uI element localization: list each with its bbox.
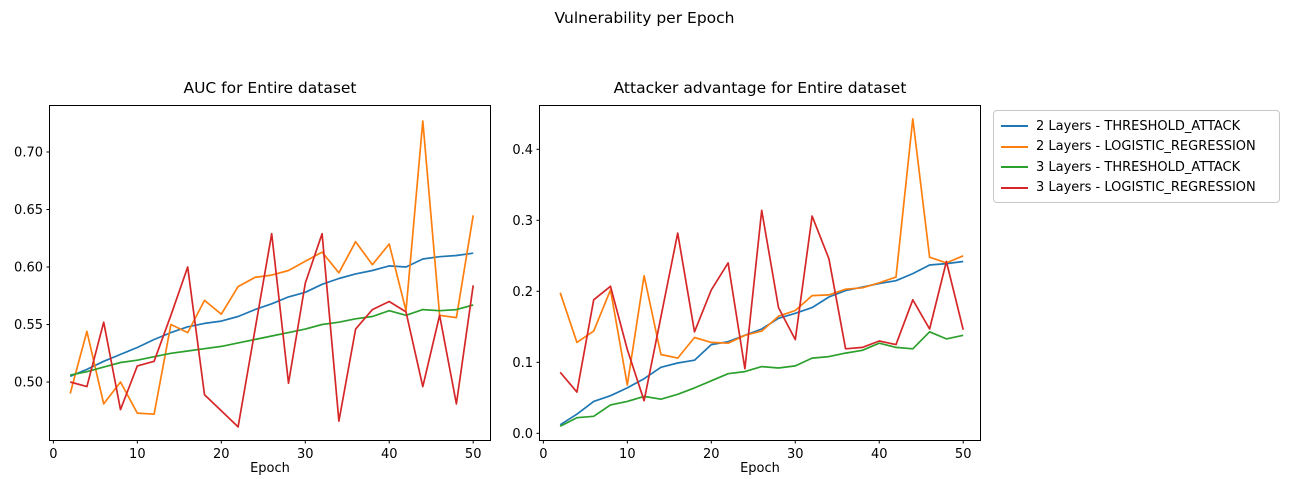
x-tick-label: 40	[871, 447, 888, 462]
legend-label: 3 Layers - LOGISTIC_REGRESSION	[1036, 180, 1256, 196]
legend-item: 3 Layers - LOGISTIC_REGRESSION	[1001, 178, 1273, 199]
x-tick-label: 10	[619, 447, 636, 462]
legend-item: 3 Layers - THRESHOLD_ATTACK	[1001, 157, 1273, 178]
x-tick-label: 40	[381, 447, 398, 462]
y-tick-label: 0.70	[14, 146, 43, 161]
y-tick-label: 0.2	[512, 285, 533, 300]
legend-swatch-green-line	[1001, 166, 1028, 169]
legend-swatch-orange-line	[1001, 145, 1028, 148]
plot-canvas-auc: 0 10 20 30 40 50 0.50 0.55 0.60 0.65 0.70	[14, 105, 491, 462]
plot-title-auc: AUC for Entire dataset	[183, 79, 357, 97]
legend-label: 2 Layers - THRESHOLD_ATTACK	[1036, 118, 1241, 134]
y-tick-label: 0.60	[14, 261, 43, 276]
x-tick-label: 50	[465, 447, 482, 462]
legend-swatch-red-line	[1001, 186, 1028, 189]
series-line-1	[69, 120, 475, 416]
series-line-0	[559, 260, 964, 426]
legend: 2 Layers - THRESHOLD_ATTACK 2 Layers - L…	[993, 110, 1280, 203]
y-tick-label: 0.0	[512, 427, 533, 442]
y-tick-label: 0.3	[512, 214, 533, 229]
figure-title: Vulnerability per Epoch	[554, 9, 735, 27]
y-tick-label: 0.4	[512, 143, 533, 158]
legend-label: 3 Layers - THRESHOLD_ATTACK	[1036, 159, 1241, 175]
x-tick-label: 20	[213, 447, 230, 462]
y-tick-label: 0.1	[512, 356, 533, 371]
plot-title-advantage: Attacker advantage for Entire dataset	[613, 79, 907, 97]
legend-item: 2 Layers - LOGISTIC_REGRESSION	[1001, 137, 1273, 158]
plot-canvas-advantage: 0 10 20 30 40 50 0.0 0.1 0.2 0.3 0.4	[512, 105, 981, 462]
legend-label: 2 Layers - LOGISTIC_REGRESSION	[1036, 139, 1256, 155]
legend-item: 2 Layers - THRESHOLD_ATTACK	[1001, 116, 1273, 137]
x-tick-label: 30	[787, 447, 804, 462]
series-line-3	[559, 209, 965, 402]
x-axis-label-advantage: Epoch	[740, 461, 780, 476]
x-tick-label: 0	[49, 447, 57, 462]
x-tick-label: 20	[703, 447, 720, 462]
x-tick-label: 10	[129, 447, 146, 462]
series-line-0	[69, 252, 474, 378]
x-tick-label: 0	[539, 447, 547, 462]
y-tick-label: 0.55	[14, 318, 43, 333]
series-line-1	[559, 117, 964, 386]
x-tick-label: 50	[955, 447, 972, 462]
series-line-2	[559, 330, 964, 427]
x-axis-label-auc: Epoch	[250, 461, 290, 476]
y-tick-label: 0.65	[14, 203, 43, 218]
y-tick-label: 0.50	[14, 376, 43, 391]
legend-swatch-blue-line	[1001, 125, 1028, 128]
x-tick-label: 30	[297, 447, 314, 462]
series-line-3	[69, 232, 475, 428]
